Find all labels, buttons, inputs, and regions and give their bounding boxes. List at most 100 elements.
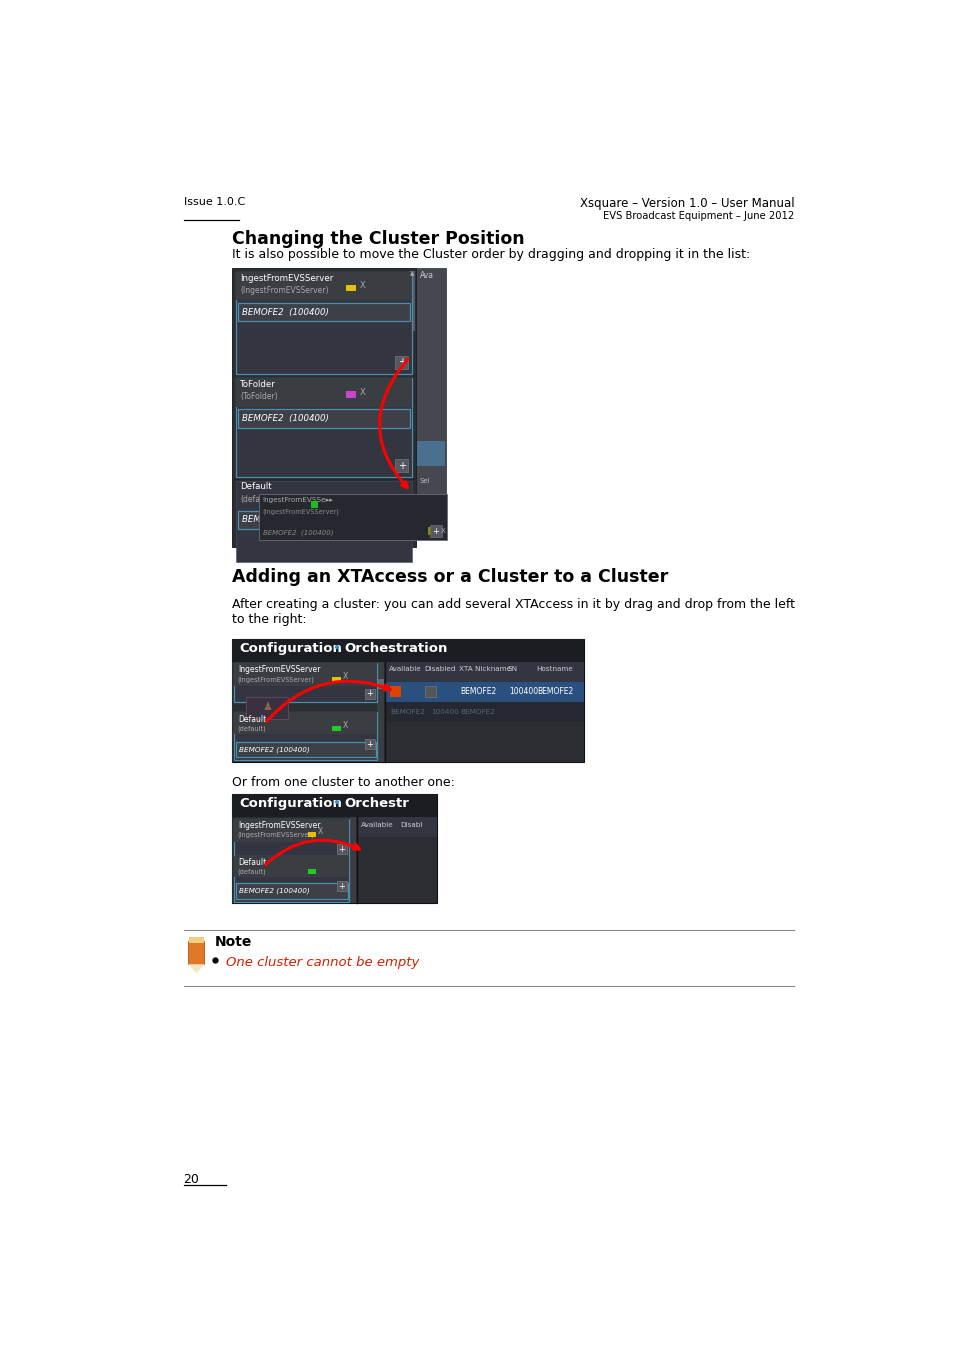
FancyBboxPatch shape	[233, 819, 349, 857]
Text: X: X	[359, 387, 365, 397]
FancyBboxPatch shape	[232, 638, 583, 762]
FancyBboxPatch shape	[235, 378, 412, 407]
Text: I: I	[419, 507, 421, 513]
Text: Sel: Sel	[419, 478, 430, 483]
Text: 100400: 100400	[431, 708, 458, 715]
Text: After creating a cluster: you can add several XTAccess in it by drag and drop fr: After creating a cluster: you can add se…	[232, 598, 794, 626]
Text: (IngestFromEVSServer): (IngestFromEVSServer)	[262, 509, 339, 515]
FancyBboxPatch shape	[425, 687, 436, 697]
Text: One cluster cannot be empty: One cluster cannot be empty	[226, 955, 419, 969]
Text: BEMOFE2: BEMOFE2	[459, 687, 496, 696]
Text: X: X	[317, 827, 322, 836]
Text: Issue 1.0.C: Issue 1.0.C	[183, 197, 245, 206]
Text: (IngestFromEVSServer): (IngestFromEVSServer)	[237, 676, 314, 683]
FancyBboxPatch shape	[332, 677, 340, 681]
FancyBboxPatch shape	[356, 817, 436, 838]
Text: BEMOFE2  (100400): BEMOFE2 (100400)	[241, 308, 328, 317]
Text: X: X	[342, 672, 347, 681]
FancyBboxPatch shape	[365, 688, 375, 699]
FancyBboxPatch shape	[232, 795, 436, 817]
FancyBboxPatch shape	[232, 638, 583, 661]
FancyBboxPatch shape	[188, 942, 204, 965]
FancyBboxPatch shape	[416, 441, 444, 465]
Text: Configuration: Configuration	[239, 642, 342, 654]
Text: ▲: ▲	[409, 271, 414, 277]
FancyBboxPatch shape	[232, 268, 416, 546]
Text: Default: Default	[237, 858, 266, 867]
Text: EVS Broadcast Equipment – June 2012: EVS Broadcast Equipment – June 2012	[602, 212, 794, 221]
FancyBboxPatch shape	[307, 869, 315, 874]
FancyBboxPatch shape	[235, 884, 348, 898]
FancyBboxPatch shape	[350, 817, 356, 904]
Text: 20: 20	[183, 1172, 199, 1186]
FancyBboxPatch shape	[385, 701, 583, 722]
Text: +: +	[338, 844, 345, 854]
FancyBboxPatch shape	[336, 881, 347, 892]
FancyBboxPatch shape	[395, 459, 408, 472]
FancyBboxPatch shape	[390, 687, 401, 697]
FancyBboxPatch shape	[235, 480, 412, 561]
Text: Ava: Ava	[419, 271, 434, 281]
Text: Disabl: Disabl	[399, 822, 422, 828]
Text: It is also possible to move the Cluster order by dragging and dropping it in the: It is also possible to move the Cluster …	[232, 248, 749, 262]
FancyBboxPatch shape	[189, 938, 204, 943]
FancyBboxPatch shape	[345, 391, 356, 398]
Text: IngestFromEVSServer: IngestFromEVSServer	[240, 274, 333, 282]
FancyBboxPatch shape	[428, 527, 439, 536]
Text: SN: SN	[507, 666, 517, 672]
Text: Available: Available	[360, 822, 394, 828]
Text: ♟: ♟	[262, 703, 272, 712]
Text: +: +	[397, 460, 405, 471]
FancyBboxPatch shape	[233, 712, 377, 761]
Text: •: •	[332, 642, 340, 654]
FancyBboxPatch shape	[307, 832, 315, 838]
Text: (IngestFromEVSServer): (IngestFromEVSServer)	[237, 832, 314, 838]
Text: Adding an XTAccess or a Cluster to a Cluster: Adding an XTAccess or a Cluster to a Clu…	[232, 568, 667, 587]
FancyBboxPatch shape	[245, 697, 288, 719]
Text: Changing the Cluster Position: Changing the Cluster Position	[232, 229, 524, 248]
FancyBboxPatch shape	[311, 502, 318, 509]
Text: Orchestr: Orchestr	[344, 797, 409, 811]
Text: Disabled: Disabled	[423, 666, 455, 672]
FancyBboxPatch shape	[395, 356, 408, 370]
Text: (default): (default)	[237, 726, 266, 733]
FancyBboxPatch shape	[385, 661, 583, 762]
FancyBboxPatch shape	[235, 742, 375, 757]
Text: +: +	[366, 689, 373, 697]
FancyBboxPatch shape	[237, 409, 410, 428]
FancyBboxPatch shape	[332, 726, 340, 731]
Text: Orchestration: Orchestration	[344, 642, 447, 654]
FancyBboxPatch shape	[235, 378, 412, 476]
Text: +: +	[338, 881, 345, 890]
FancyBboxPatch shape	[258, 494, 447, 540]
Text: Default: Default	[237, 715, 266, 724]
Text: Or from one cluster to another one:: Or from one cluster to another one:	[232, 776, 454, 789]
Text: BEMOFE2: BEMOFE2	[459, 708, 495, 715]
Text: BEMOFE2  (100400): BEMOFE2 (100400)	[241, 414, 328, 422]
FancyBboxPatch shape	[385, 661, 583, 681]
Text: +: +	[366, 739, 373, 749]
Text: X: X	[359, 282, 365, 290]
Text: BEMOFE2  (100400): BEMOFE2 (100400)	[241, 515, 328, 525]
Text: C: C	[419, 495, 424, 500]
FancyBboxPatch shape	[233, 664, 377, 701]
Text: (ToFolder): (ToFolder)	[240, 393, 277, 401]
Text: BEMOFE2 (100400): BEMOFE2 (100400)	[238, 746, 309, 753]
FancyBboxPatch shape	[233, 855, 349, 877]
Text: ToFolder: ToFolder	[240, 380, 275, 389]
FancyBboxPatch shape	[233, 819, 349, 842]
FancyBboxPatch shape	[235, 272, 412, 374]
Text: Note: Note	[214, 935, 252, 948]
Text: (default): (default)	[240, 495, 274, 503]
Text: Configuration: Configuration	[239, 797, 342, 811]
FancyBboxPatch shape	[233, 664, 377, 687]
Text: Available: Available	[389, 666, 421, 672]
Text: IngestFromEVSSe▸▸: IngestFromEVSSe▸▸	[262, 496, 334, 503]
Text: BEMOFE2: BEMOFE2	[537, 687, 574, 696]
Text: IngestFromEVSServer: IngestFromEVSServer	[237, 665, 320, 674]
FancyBboxPatch shape	[237, 511, 410, 529]
Text: 100400: 100400	[509, 687, 537, 696]
Text: (default): (default)	[237, 869, 266, 876]
Text: +: +	[397, 357, 405, 367]
FancyBboxPatch shape	[237, 302, 410, 321]
